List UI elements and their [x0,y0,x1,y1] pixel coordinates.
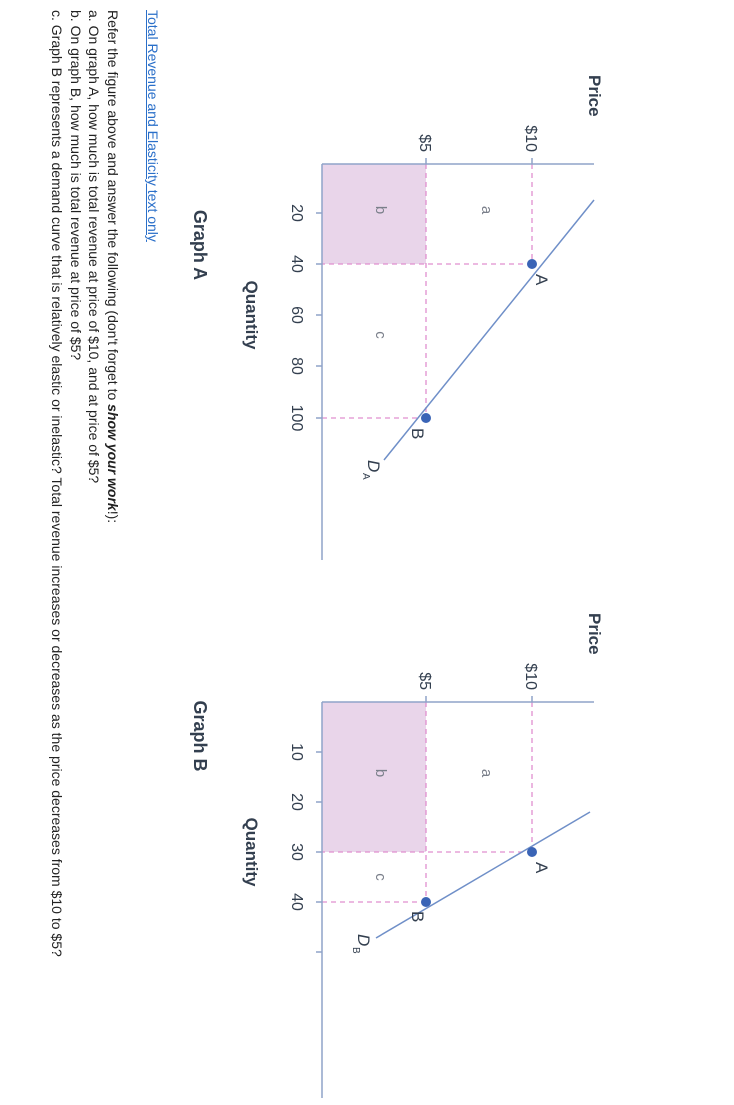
graph-b-shaded-area [322,702,426,852]
graph-a-region-c: c [372,331,389,339]
graph-b-svg: $10 $5 10 20 30 40 A B D B a b c Price Q… [190,613,604,1098]
graph-b-xtick-10: 10 [288,743,305,761]
graph-a-svg: $10 $5 20 40 60 80 100 A B D A a b c [190,75,604,560]
graph-a-ytick-10: $10 [522,125,539,152]
graph-a-point-b [421,413,431,423]
graph-a-region-a: a [478,206,495,215]
intro-post: !): [105,510,121,524]
graph-a-x-title: Quantity [242,281,261,350]
graph-b-curve-label: D [354,934,373,946]
graph-b-xtick-30: 30 [288,843,305,861]
graph-b-xtick-20: 20 [288,793,305,811]
graph-b-region-b: b [372,769,389,777]
graph-b-ytick-10: $10 [522,663,539,690]
graph-b-title: Graph B [190,700,210,771]
graph-a: $10 $5 20 40 60 80 100 A B D A a b c [190,60,714,560]
graph-a-title: Graph A [190,210,210,280]
graph-b-point-a [527,847,537,857]
graph-b-y-title: Price [585,613,604,655]
graph-a-label-a: A [532,274,551,286]
graph-b-point-b [421,897,431,907]
graph-a-label-b: B [408,428,427,439]
graph-b-label-a: A [532,862,551,874]
graph-b-label-b: B [408,911,427,922]
graph-b-demand-curve [375,811,591,939]
graph-a-y-title: Price [585,75,604,117]
graph-b-region-c: c [372,873,389,881]
question-b: b. On graph B, how much is total revenue… [68,10,84,361]
graph-a-xtick-60: 60 [288,306,305,324]
graph-a-curve-label: D [364,460,383,472]
graph-a-ytick-5: $5 [416,134,433,152]
graph-a-xtick-40: 40 [288,255,305,273]
question-c: c. Graph B represents a demand curve tha… [49,10,66,957]
graph-a-point-a [527,259,537,269]
graph-b-ytick-5: $5 [416,672,433,690]
graph-a-shaded-area [322,164,426,264]
graph-a-xtick-20: 20 [288,204,305,222]
graph-a-demand-curve [383,199,595,461]
graph-b-xtick-40: 40 [288,893,305,911]
graph-b: $10 $5 10 20 30 40 A B D B a b c Price Q… [190,598,714,1098]
graph-b-x-title: Quantity [242,818,261,887]
text-only-link[interactable]: Total Revenue and Elasticity text only [145,10,161,242]
graph-a-region-b: b [372,206,389,214]
graph-b-region-a: a [478,769,495,778]
intro-line: Refer the figure above and answer the fo… [104,10,123,1100]
graph-a-xtick-100: 100 [288,405,305,432]
intro-pre: Refer the figure above and answer the fo… [105,10,121,405]
question-a: a. On graph A, how much is total revenue… [86,10,103,484]
graph-a-xtick-80: 80 [288,357,305,375]
spacer [122,10,143,1100]
graph-a-curve-sub: A [360,473,371,480]
intro-bold: show your work [105,404,121,511]
question-text: Total Revenue and Elasticity text only R… [48,10,162,1100]
graph-b-curve-sub: B [350,947,361,954]
